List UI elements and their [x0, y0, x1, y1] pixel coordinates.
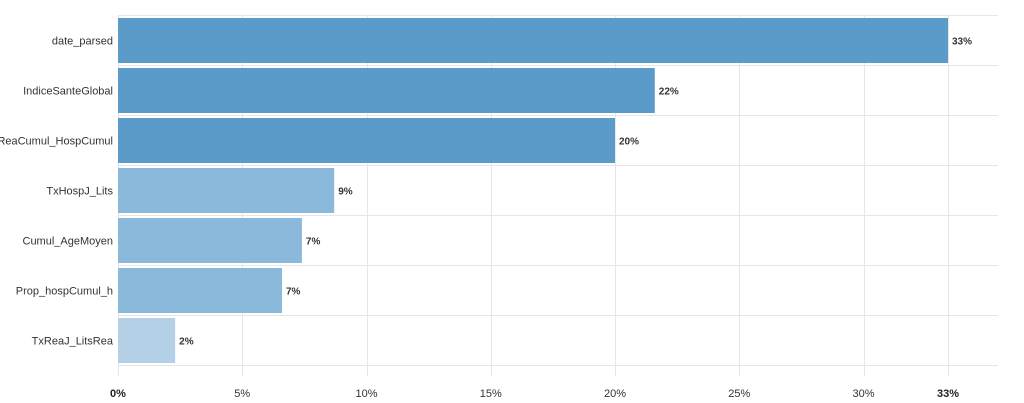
- bar-TxHospJ_Lits: [118, 168, 335, 213]
- grid-lines: [118, 15, 998, 376]
- x-tick-label: 33%: [937, 388, 959, 400]
- value-label: 33%: [952, 37, 972, 48]
- category-label: ReaCumul_HospCumul: [0, 136, 113, 148]
- bar-Cumul_AgeMoyen: [118, 218, 302, 263]
- category-label: TxHospJ_Lits: [46, 186, 113, 198]
- bar-IndiceSanteGlobal: [118, 68, 655, 113]
- category-label: IndiceSanteGlobal: [23, 86, 113, 98]
- value-label: 22%: [659, 87, 679, 98]
- bar-Prop_hospCumul_h: [118, 268, 283, 313]
- category-label: date_parsed: [52, 36, 113, 48]
- bar-date_parsed: [118, 18, 948, 63]
- x-tick-label: 25%: [728, 388, 750, 400]
- value-label: 20%: [619, 137, 639, 148]
- value-labels: 33% 22% 20% 9% 7% 7% 2%: [179, 37, 972, 348]
- x-tick-label: 20%: [604, 388, 626, 400]
- value-label: 2%: [179, 337, 194, 348]
- category-label: TxReaJ_LitsRea: [32, 336, 114, 348]
- x-tick-label: 0%: [110, 388, 126, 400]
- bar-TxReaJ_LitsRea: [118, 318, 176, 363]
- x-tick-label: 30%: [852, 388, 874, 400]
- value-label: 7%: [306, 237, 321, 248]
- bar-ReaCumul_HospCumul: [118, 118, 616, 163]
- x-tick-label: 10%: [355, 388, 377, 400]
- category-labels: date_parsed IndiceSanteGlobal ReaCumul_Hos…: [0, 36, 114, 348]
- bars: [118, 18, 948, 363]
- value-label: 9%: [338, 187, 353, 198]
- category-label: Prop_hospCumul_h: [16, 286, 113, 298]
- category-label: Cumul_AgeMoyen: [23, 236, 114, 248]
- x-tick-label: 15%: [480, 388, 502, 400]
- x-tick-label: 5%: [234, 388, 250, 400]
- value-label: 7%: [286, 287, 301, 298]
- x-axis-ticks: 0% 5% 10% 15% 20% 25% 30% 33%: [110, 388, 959, 400]
